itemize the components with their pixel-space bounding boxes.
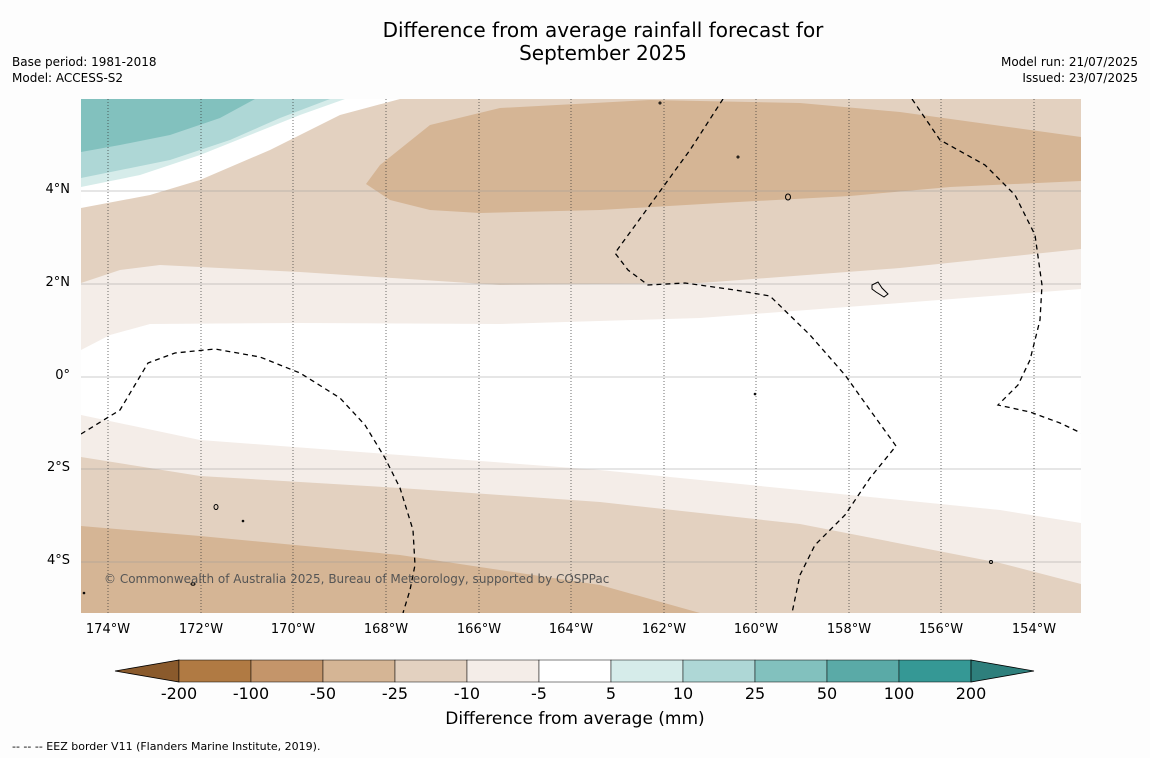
issue-info: Model run: 21/07/2025 Issued: 23/07/2025 xyxy=(1001,54,1138,86)
title-line-1: Difference from average rainfall forecas… xyxy=(382,18,824,42)
colorbar-swatch xyxy=(610,659,684,683)
islands xyxy=(82,101,993,595)
island-marker xyxy=(82,591,86,595)
colorbar-swatch xyxy=(826,659,900,683)
colorbar-extend-high xyxy=(970,659,1035,683)
band-north-dark xyxy=(366,100,1081,213)
lon-label: 172°W xyxy=(178,622,224,637)
lon-label: 154°W xyxy=(1011,622,1057,637)
colorbar-tick: -25 xyxy=(381,684,409,703)
lat-label: 4°S xyxy=(46,553,70,568)
colorbar-extend-low xyxy=(114,659,180,683)
model-run: Model run: 21/07/2025 xyxy=(1000,55,1138,69)
lon-label: 168°W xyxy=(363,622,409,637)
island-marker xyxy=(736,155,740,159)
lon-label: 162°W xyxy=(641,622,687,637)
colorbar-swatch xyxy=(538,659,612,683)
map-plot-area xyxy=(81,99,1081,613)
base-period: Base period: 1981-2018 xyxy=(12,55,157,69)
island-marker xyxy=(753,392,757,396)
colorbar-tick: -50 xyxy=(309,684,337,703)
model-info: Base period: 1981-2018 Model: ACCESS-S2 xyxy=(12,54,157,86)
lon-label: 166°W xyxy=(456,622,502,637)
island-marker xyxy=(989,560,993,564)
lat-label: 4°N xyxy=(45,182,71,197)
lon-label: 160°W xyxy=(733,622,779,637)
island-marker xyxy=(190,582,196,586)
colorbar-swatch xyxy=(322,659,396,683)
graticule xyxy=(81,99,1081,613)
colorbar-swatch xyxy=(178,659,252,683)
map-title: Difference from average rainfall forecas… xyxy=(0,19,1150,65)
lon-label: 164°W xyxy=(548,622,594,637)
colorbar-tick: 200 xyxy=(955,684,987,703)
lat-label: 0° xyxy=(55,368,70,383)
colorbar-swatch xyxy=(754,659,828,683)
colorbar-tick: 100 xyxy=(883,684,915,703)
colorbar-tick: -100 xyxy=(232,684,270,703)
lon-label: 174°W xyxy=(85,622,131,637)
title-line-2: September 2025 xyxy=(519,41,687,65)
issued-date: Issued: 23/07/2025 xyxy=(1022,71,1138,85)
eez-footnote: -- -- -- EEZ border V11 (Flanders Marine… xyxy=(12,740,321,753)
colorbar-swatch xyxy=(394,659,468,683)
wet-region-3 xyxy=(81,99,255,152)
band-south-dark xyxy=(81,526,700,613)
eez-borders xyxy=(81,99,1081,613)
model-name: Model: ACCESS-S2 xyxy=(12,71,124,85)
island-marker xyxy=(658,101,662,105)
colorbar-tick: 10 xyxy=(672,684,694,703)
colorbar-swatch xyxy=(466,659,540,683)
colorbar-title: Difference from average (mm) xyxy=(445,709,705,729)
colorbar-tick: 50 xyxy=(816,684,838,703)
colorbar xyxy=(114,659,1035,683)
colorbar-swatch xyxy=(682,659,756,683)
lat-label: 2°S xyxy=(46,460,70,475)
island-marker xyxy=(241,519,245,523)
colorbar-tick: -200 xyxy=(160,684,198,703)
colorbar-tick: 5 xyxy=(605,684,617,703)
island-marker xyxy=(871,281,889,298)
island-marker xyxy=(213,504,219,510)
copyright-credit: © Commonwealth of Australia 2025, Bureau… xyxy=(104,572,610,586)
lon-label: 170°W xyxy=(270,622,316,637)
colorbar-swatch xyxy=(898,659,972,683)
lat-label: 2°N xyxy=(45,275,71,290)
colorbar-swatch xyxy=(250,659,324,683)
lon-label: 156°W xyxy=(918,622,964,637)
colorbar-tick: 25 xyxy=(744,684,766,703)
colorbar-tick: -10 xyxy=(453,684,481,703)
colorbar-tick: -5 xyxy=(531,684,547,703)
lon-label: 158°W xyxy=(826,622,872,637)
island-marker xyxy=(785,193,791,201)
